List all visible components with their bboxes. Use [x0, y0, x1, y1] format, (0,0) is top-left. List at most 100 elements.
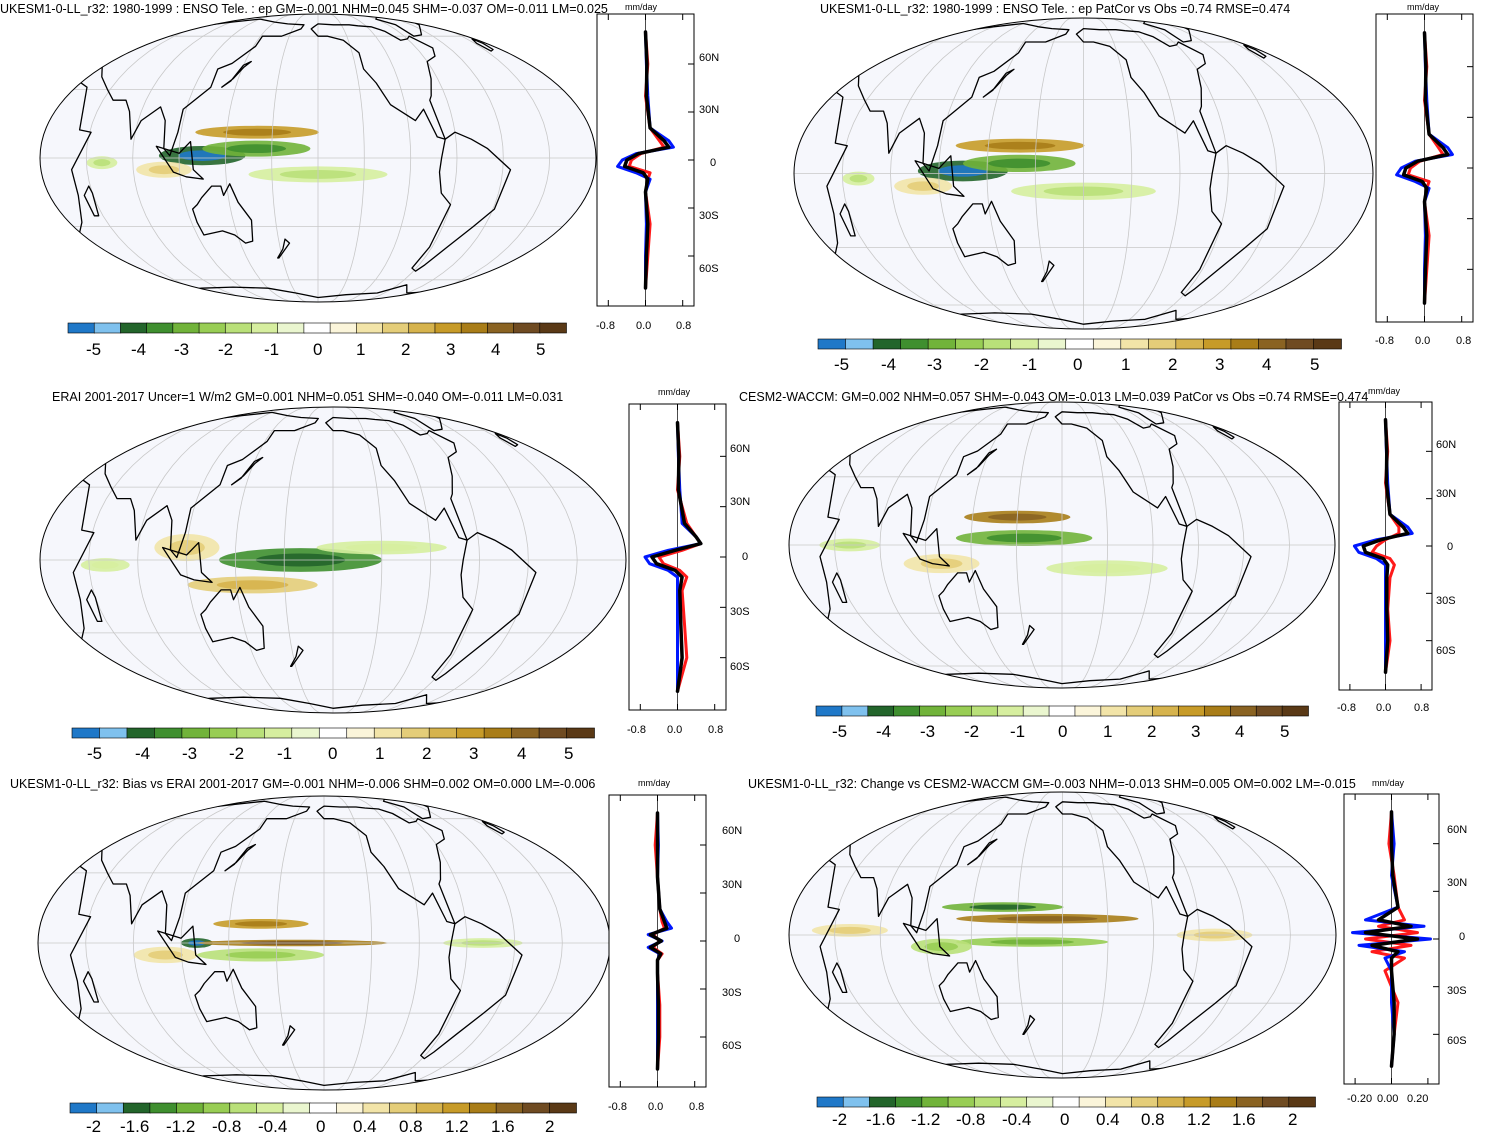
colorbar-label: -1 — [277, 744, 293, 763]
colorbar-bin — [955, 338, 984, 350]
graticule-meridian — [1073, 792, 1109, 1078]
colorbar-bin — [945, 705, 973, 717]
map — [37, 795, 611, 1091]
lat-tick: 0 — [1447, 541, 1454, 553]
graticule-meridian — [224, 14, 295, 302]
coastline-japan — [966, 448, 998, 476]
colorbar-bin — [900, 338, 929, 350]
lat-tick: 30N — [730, 496, 751, 508]
colorbar-label: 0.8 — [1141, 1110, 1165, 1129]
colorbar-label: 1.2 — [1187, 1110, 1211, 1129]
map — [39, 13, 597, 303]
graticule-meridian — [371, 796, 516, 1090]
graticule-meridian — [1095, 18, 1133, 329]
map — [39, 406, 627, 714]
zonal-mean-line — [1363, 810, 1420, 1068]
colorbar-bin — [469, 1102, 497, 1114]
colorbar-label: -1.2 — [911, 1110, 941, 1129]
x-tick: 0.8 — [1456, 335, 1472, 347]
coastline-samerica — [420, 916, 523, 1060]
colorbar-bin — [1230, 705, 1258, 717]
colorbar-bin — [841, 705, 869, 717]
colorbar-label: 0.8 — [399, 1117, 423, 1136]
graticule-meridian — [271, 14, 307, 302]
unit-label: mm/day — [638, 778, 671, 788]
coastline-newzealand — [277, 238, 291, 259]
coastline-newzealand — [289, 645, 304, 667]
colorbar-bin — [1000, 1096, 1028, 1108]
panel-title: ERAI 2001-2017 Uncer=1 W/m2 GM=0.001 NHM… — [52, 390, 564, 404]
colorbar — [71, 727, 595, 739]
graticule-meridian — [1107, 402, 1245, 688]
colorbar-label: 4 — [517, 744, 527, 763]
lat-tick: 60S — [1436, 645, 1456, 657]
colorbar-label: -5 — [86, 340, 102, 359]
colorbar-bin — [487, 322, 515, 334]
graticule-meridian — [283, 407, 321, 713]
colorbar-label: -1.6 — [866, 1110, 896, 1129]
colorbar-bin — [277, 322, 305, 334]
colorbar-bin — [973, 1096, 1002, 1108]
lat-tick: 0 — [734, 933, 741, 945]
colorbar-label: -3 — [920, 722, 936, 741]
colorbar-bin — [495, 1102, 524, 1114]
graticule-meridian — [1131, 18, 1277, 329]
colorbar-bin — [176, 1102, 204, 1114]
colorbar-label: -2 — [974, 355, 990, 374]
colorbar-bin — [895, 1096, 923, 1108]
colorbar-label: -0.4 — [258, 1117, 288, 1136]
graticule-meridian — [970, 792, 1040, 1078]
colorbar-bin — [1288, 1096, 1316, 1108]
graticule-meridian — [132, 14, 272, 302]
graticule-meridian — [275, 796, 313, 1090]
colorbar-bin — [893, 705, 921, 717]
colorbar-bin — [1148, 338, 1177, 350]
colorbar-bin — [181, 727, 211, 739]
anomaly-core — [990, 939, 1074, 945]
graticule-meridian — [394, 407, 578, 713]
colorbar-bin — [373, 727, 403, 739]
colorbar-bin — [1131, 1096, 1159, 1108]
colorbar-bin — [947, 1096, 976, 1108]
panel-title: UKESM1-0-LL_r32: 1980-1999 : ENSO Tele. … — [820, 2, 1291, 16]
colorbar-bin — [303, 322, 331, 334]
anomaly-core — [91, 561, 119, 569]
x-tick: -0.8 — [596, 320, 615, 332]
graticule-meridian — [879, 402, 1017, 688]
anomaly-core — [907, 181, 940, 191]
colorbar — [817, 338, 1342, 350]
colorbar-bin — [1209, 1096, 1238, 1108]
panel-title: UKESM1-0-LL_r32: 1980-1999 : ENSO Tele. … — [0, 2, 608, 16]
zonal-profile — [628, 403, 727, 711]
colorbar-bin — [1175, 338, 1205, 350]
colorbar-label: -0.4 — [1002, 1110, 1032, 1129]
colorbar-label: 0.4 — [1096, 1110, 1120, 1129]
lat-tick: 30N — [1447, 877, 1468, 889]
colorbar-label: 5 — [564, 744, 574, 763]
coastline-britain — [1243, 44, 1267, 59]
x-tick: 0.8 — [1414, 702, 1430, 714]
graticule-meridian — [383, 796, 563, 1090]
graticule-meridian — [834, 402, 1005, 688]
colorbar-bin — [996, 705, 1024, 717]
coastline-namerica — [1054, 411, 1188, 528]
colorbar-bin — [264, 727, 293, 739]
x-tick: 0.0 — [667, 724, 683, 736]
colorbar-label: 5 — [1310, 355, 1320, 374]
graticule-meridian — [132, 796, 277, 1090]
coastline-australia — [200, 586, 265, 652]
coastline-madagascar — [831, 572, 848, 604]
graticule-meridian — [834, 792, 1006, 1078]
colorbar-bin — [318, 727, 348, 739]
colorbar-bin — [229, 1102, 258, 1114]
coastline-japan — [230, 456, 264, 486]
colorbar-bin — [982, 338, 1012, 350]
coastline-newzealand — [281, 1025, 296, 1046]
colorbar-label: -2 — [218, 340, 234, 359]
zonal-mean-line — [622, 30, 671, 290]
coastline-indonesia — [155, 140, 204, 180]
colorbar-label: 4 — [1262, 355, 1272, 374]
colorbar-bin — [971, 705, 999, 717]
coastline-australia — [194, 968, 258, 1031]
x-tick: -0.8 — [1375, 335, 1394, 347]
